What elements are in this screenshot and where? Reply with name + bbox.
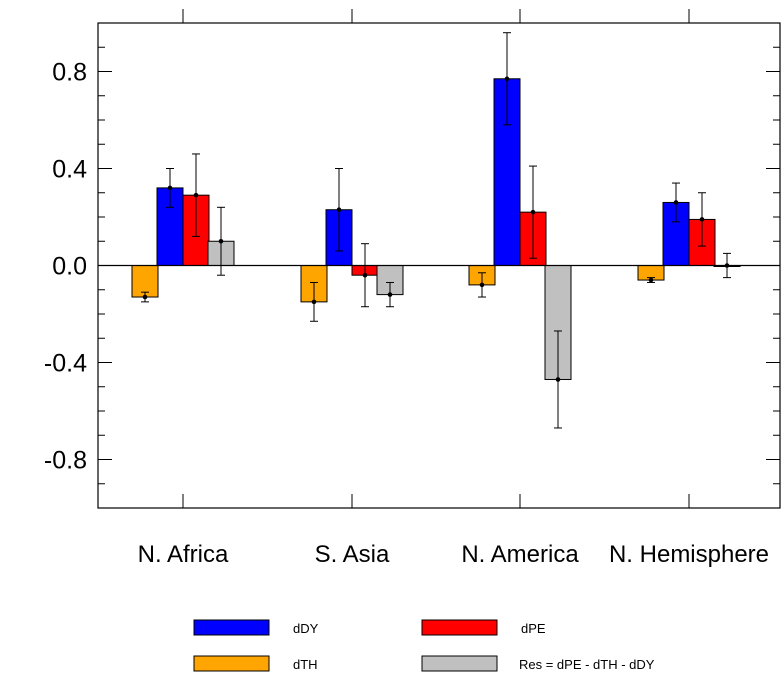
- mean-marker: [648, 277, 654, 283]
- y-tick-label: -0.8: [44, 447, 87, 475]
- x-category-label: N. Africa: [138, 541, 229, 568]
- y-tick-label: 0.8: [52, 59, 87, 87]
- x-category-label: N. Hemisphere: [609, 541, 769, 568]
- legend-label: dPE: [521, 621, 546, 636]
- mean-marker: [530, 209, 536, 215]
- mean-marker: [555, 377, 561, 382]
- legend-label: dDY: [293, 621, 319, 636]
- x-category-label: S. Asia: [315, 541, 390, 568]
- mean-marker: [362, 272, 368, 278]
- y-tick-label: 0.0: [52, 253, 87, 281]
- mean-marker: [193, 192, 199, 198]
- mean-marker: [724, 263, 730, 268]
- mean-marker: [218, 238, 224, 244]
- mean-marker: [387, 292, 393, 297]
- mean-marker: [504, 76, 510, 82]
- mean-marker: [311, 299, 317, 305]
- legend-label: Res = dPE - dTH - dDY: [519, 657, 655, 672]
- legend-swatch: [421, 619, 498, 636]
- mean-marker: [167, 185, 173, 191]
- y-tick-label: -0.4: [44, 350, 87, 378]
- legend-swatch: [193, 655, 270, 672]
- legend: dDY dPE dTH Res = dPE - dTH - dDY: [193, 619, 655, 672]
- legend-swatch: [421, 655, 498, 672]
- legend-swatch: [193, 619, 270, 636]
- mean-marker: [336, 207, 342, 213]
- mean-marker: [699, 217, 705, 222]
- bars-group: [131, 78, 741, 380]
- legend-label: dTH: [293, 657, 318, 672]
- mean-marker: [673, 200, 679, 205]
- error-bars-group: [141, 32, 731, 429]
- y-tick-label: 0.4: [52, 156, 87, 184]
- mean-marker: [479, 282, 485, 288]
- x-category-label: N. America: [461, 541, 579, 568]
- mean-marker: [142, 294, 148, 300]
- x-axis: N. Africa S. Asia N. America N. Hemisphere: [138, 9, 769, 568]
